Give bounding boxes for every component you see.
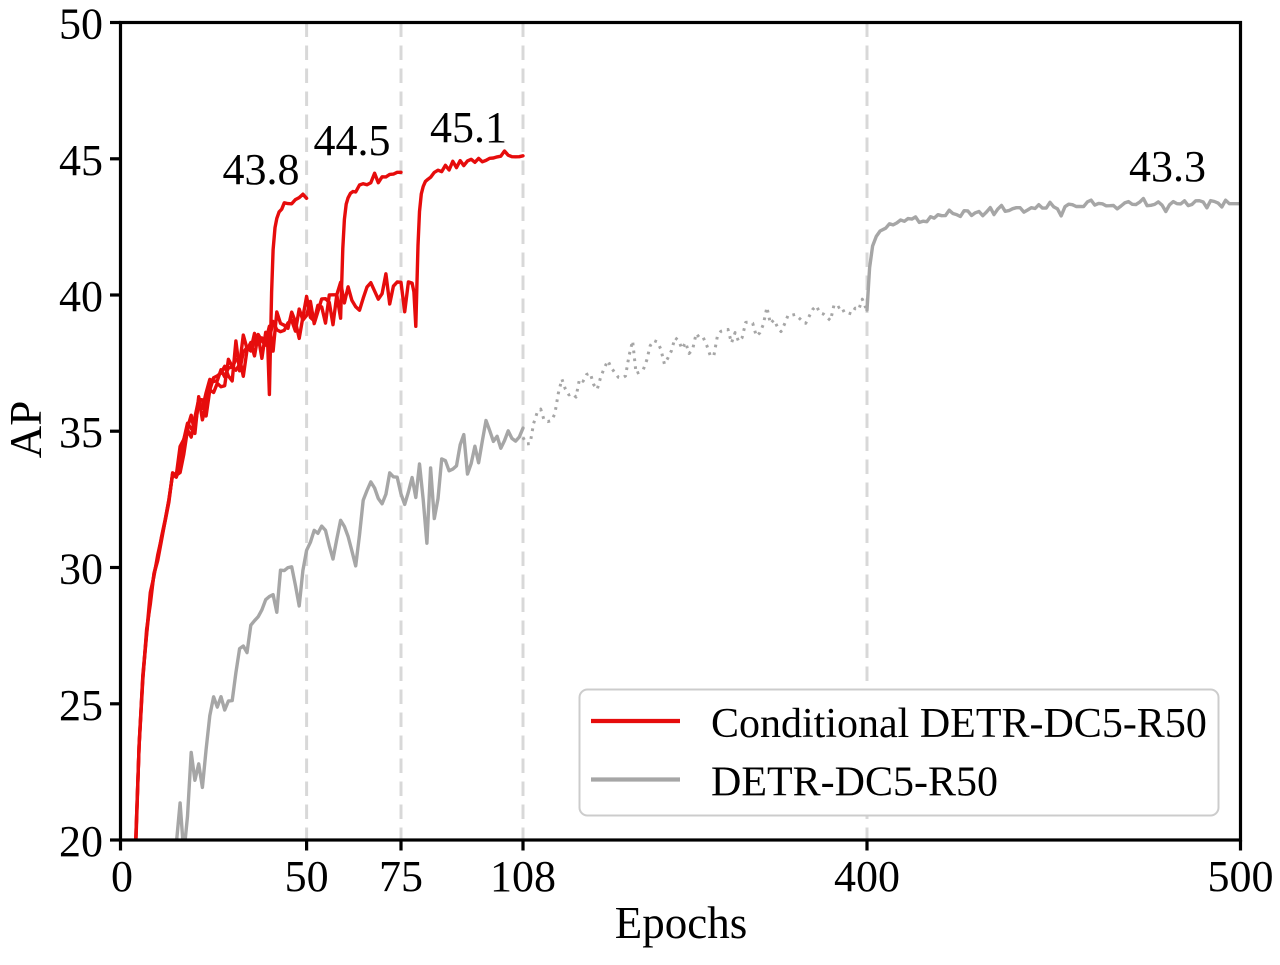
svg-text:50: 50 — [285, 852, 329, 901]
svg-text:43.8: 43.8 — [223, 145, 300, 194]
svg-text:50: 50 — [59, 0, 103, 49]
svg-text:35: 35 — [59, 408, 103, 457]
svg-text:400: 400 — [834, 852, 900, 901]
svg-text:Epochs: Epochs — [615, 898, 747, 948]
svg-text:43.3: 43.3 — [1129, 142, 1206, 191]
svg-text:Conditional DETR-DC5-R50: Conditional DETR-DC5-R50 — [711, 701, 1207, 747]
svg-text:108: 108 — [490, 852, 556, 901]
svg-text:0: 0 — [111, 852, 133, 901]
svg-text:30: 30 — [59, 545, 103, 594]
svg-text:AP: AP — [1, 401, 51, 459]
svg-text:40: 40 — [59, 272, 103, 321]
svg-text:500: 500 — [1208, 852, 1274, 901]
svg-text:DETR-DC5-R50: DETR-DC5-R50 — [711, 760, 998, 806]
svg-text:44.5: 44.5 — [314, 116, 391, 165]
svg-text:20: 20 — [59, 817, 103, 866]
svg-text:25: 25 — [59, 681, 103, 730]
svg-text:75: 75 — [379, 852, 423, 901]
svg-text:45.1: 45.1 — [430, 103, 507, 152]
svg-text:45: 45 — [59, 136, 103, 185]
